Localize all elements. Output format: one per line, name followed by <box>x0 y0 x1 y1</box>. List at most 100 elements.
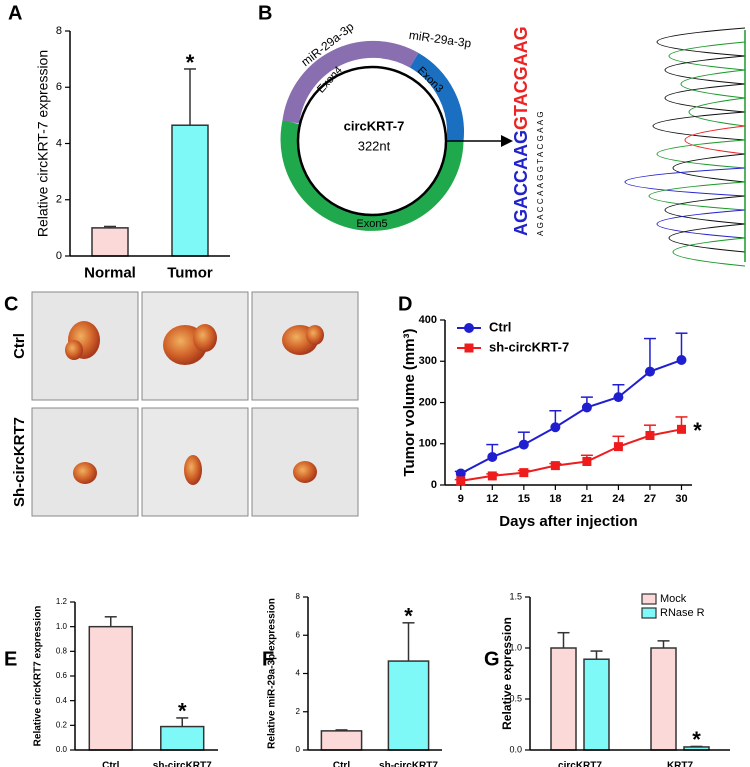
sequence-right: GTACGAAG <box>511 26 531 130</box>
y-axis-label: Relative circKRT7 expression <box>33 606 44 747</box>
y-tick-label: 200 <box>419 396 437 408</box>
y-tick-label: 0.0 <box>509 744 522 754</box>
trace-peak <box>664 83 746 113</box>
series-line <box>460 428 682 482</box>
trace-peak <box>668 41 746 71</box>
y-tick-label: 1.2 <box>56 597 68 606</box>
annotation: * <box>404 604 413 629</box>
legend-swatch <box>641 593 657 605</box>
bar <box>160 725 205 751</box>
trace-peak <box>664 195 746 225</box>
exon5-arc <box>280 120 464 231</box>
point <box>487 471 497 481</box>
bar <box>171 124 209 257</box>
y-tick-label: 4 <box>296 669 301 678</box>
y-tick-label: 0.6 <box>56 671 68 680</box>
y-tick-label: 0.5 <box>509 693 522 703</box>
trace-peak <box>684 125 746 155</box>
point <box>613 392 624 403</box>
trace-peak <box>624 167 746 197</box>
annotation: * <box>692 727 701 752</box>
legend-marker <box>464 343 474 353</box>
x-tick-label: sh-circKRT7 <box>379 761 438 767</box>
legend-label: Mock <box>660 593 687 605</box>
point <box>676 355 687 366</box>
exon-label: Exon5 <box>356 218 387 230</box>
bar <box>583 658 610 751</box>
bar <box>88 625 133 751</box>
y-tick-label: 8 <box>56 25 62 37</box>
point <box>519 468 529 478</box>
x-tick-label: 24 <box>612 493 625 505</box>
legend-swatch <box>641 607 657 619</box>
y-tick-label: 8 <box>296 592 301 601</box>
circ-title: circKRT-7 <box>344 118 405 133</box>
y-tick-label: 0 <box>296 745 301 754</box>
chromatogram <box>624 27 746 267</box>
exon3-arc <box>409 52 464 142</box>
trace-peak <box>652 111 746 141</box>
point <box>582 456 592 466</box>
bar <box>91 227 129 257</box>
legend-marker <box>464 323 474 333</box>
x-tick-label: 15 <box>518 493 530 505</box>
point <box>644 366 655 377</box>
annotation: * <box>178 699 187 724</box>
bar <box>650 647 677 751</box>
y-tick-label: 6 <box>56 81 62 93</box>
trace-peak <box>656 139 746 169</box>
sequence: AGACCAAGGTACGAAG <box>511 26 531 236</box>
x-tick-label: Normal <box>84 264 136 281</box>
trace-peak <box>656 209 746 239</box>
trace-peak <box>656 27 746 57</box>
trace-peak <box>680 69 746 99</box>
point <box>487 451 498 462</box>
y-tick-label: 0.2 <box>56 720 68 729</box>
panel-label: D <box>398 293 412 315</box>
panel-label: C <box>4 293 18 315</box>
x-tick-label: KRT7 <box>667 761 694 767</box>
y-tick-label: 100 <box>419 438 437 450</box>
x-tick-label: 21 <box>581 493 593 505</box>
annotation: * <box>186 50 195 75</box>
exon4-arc <box>282 40 419 124</box>
y-tick-label: 4 <box>56 137 62 149</box>
y-tick-label: 300 <box>419 355 437 367</box>
trace-peak <box>668 223 746 253</box>
y-tick-label: 0.8 <box>56 646 68 655</box>
tumor <box>184 455 202 485</box>
y-axis-label: Relative miR-29a-3p expression <box>267 598 278 749</box>
panel-label: A <box>8 2 22 24</box>
point <box>550 422 561 433</box>
y-tick-label: 1.0 <box>509 642 522 652</box>
x-tick-label: 18 <box>549 493 561 505</box>
panel-label: E <box>4 648 17 670</box>
y-tick-label: 0 <box>431 479 437 491</box>
x-tick-label: 27 <box>644 493 656 505</box>
bar <box>320 730 363 751</box>
annotation: * <box>693 418 702 443</box>
point <box>550 461 560 471</box>
tumor <box>193 324 217 352</box>
row-label: Sh-circKRT7 <box>11 417 28 507</box>
x-tick-label: Ctrl <box>102 761 119 767</box>
trace-peak <box>672 153 746 183</box>
trace-peak <box>688 97 746 127</box>
point <box>455 468 466 479</box>
y-tick-label: 1.0 <box>56 622 68 631</box>
y-tick-label: 2 <box>56 194 62 206</box>
point <box>645 431 655 440</box>
bar <box>387 660 430 751</box>
photo-grid: Ctrl Sh-circKRT7 <box>11 291 359 517</box>
trace-peak <box>672 237 746 267</box>
row-label: Ctrl <box>11 333 28 359</box>
panel-label: G <box>484 648 500 670</box>
trace-bases: AGACCAAGGTACGAAG <box>536 109 545 236</box>
trace-peak <box>664 55 746 85</box>
y-axis-label: Tumor volume (mm³) <box>401 328 418 476</box>
x-axis-label: Days after injection <box>499 513 637 530</box>
y-tick-label: 0.4 <box>56 696 68 705</box>
x-tick-label: circKRT7 <box>558 761 602 767</box>
point <box>518 439 529 450</box>
